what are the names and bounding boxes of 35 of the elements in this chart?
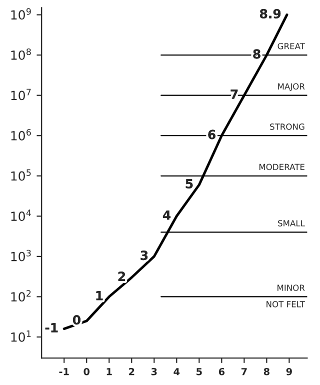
- annotation: -1: [45, 323, 58, 332]
- y-tick-label: 10$^{9}$: [11, 8, 31, 20]
- ref-line-label: MODERATE: [259, 164, 304, 170]
- x-tick-label: 4: [174, 368, 180, 376]
- ref-line-label: MINOR: [278, 284, 305, 291]
- annotation: 3: [140, 250, 148, 260]
- y-tick-label: 10$^{2}$: [11, 290, 31, 302]
- ref-line-label: STRONG: [270, 124, 304, 130]
- x-tick-label: -1: [59, 368, 69, 376]
- x-tick-label: 3: [151, 368, 157, 376]
- annotation: 8.9: [260, 8, 281, 18]
- annotation: 0: [72, 315, 80, 325]
- y-tick-label: 10$^{1}$: [11, 330, 31, 342]
- x-tick-label: 5: [196, 368, 202, 376]
- y-tick-label: 10$^{3}$: [11, 250, 31, 262]
- ref-line-label: GREAT: [278, 42, 305, 50]
- x-tick-label: 8: [264, 368, 270, 376]
- annotation: 1: [96, 291, 103, 300]
- ref-line-label: MAJOR: [278, 83, 305, 92]
- y-tick-label: 10$^{6}$: [11, 128, 31, 140]
- x-tick-label: 0: [84, 368, 90, 376]
- annotation: 2: [118, 272, 125, 281]
- x-tick-label: 1: [106, 368, 112, 376]
- y-tick-label: 10$^{8}$: [11, 48, 31, 60]
- y-tick-label: 10$^{7}$: [11, 88, 31, 100]
- x-tick-label: 6: [218, 368, 225, 376]
- x-tick-label: 9: [286, 368, 292, 376]
- y-tick-label: 10$^{4}$: [11, 210, 31, 222]
- x-tick-label: 2: [129, 368, 134, 376]
- y-tick-label: 10$^{5}$: [11, 169, 31, 181]
- ref-line-label: SMALL: [278, 220, 305, 226]
- x-tick-label: 7: [241, 368, 247, 376]
- annotation: 4: [162, 210, 171, 220]
- annotation: 5: [186, 179, 193, 188]
- annotation: NOT FELT: [266, 301, 305, 308]
